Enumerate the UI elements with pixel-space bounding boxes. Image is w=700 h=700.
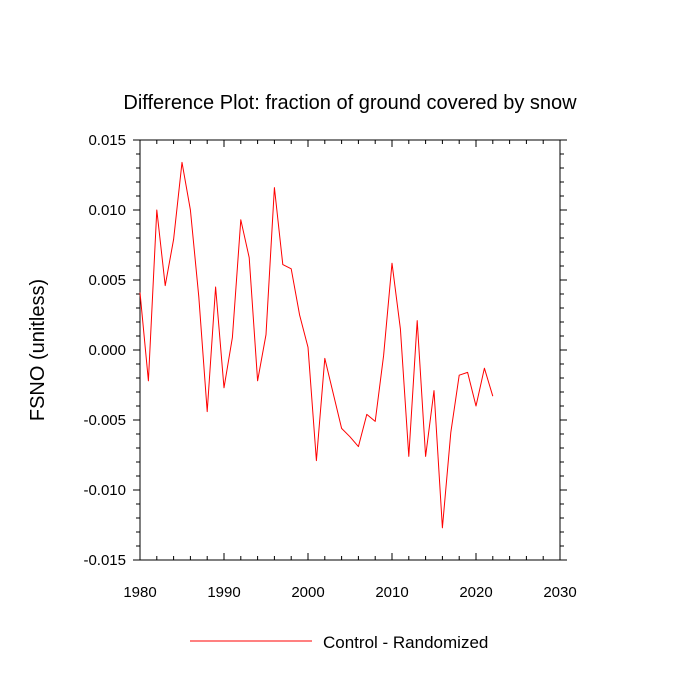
x-tick-label: 2000	[291, 584, 324, 601]
y-tick-label: -0.015	[83, 552, 126, 569]
x-tick-label: 1980	[123, 584, 156, 601]
y-axis-label: FSNO (unitless)	[27, 279, 49, 421]
y-tick-label: -0.005	[83, 412, 126, 429]
y-tick-label: -0.010	[83, 482, 126, 499]
x-tick-label: 1990	[207, 584, 240, 601]
y-tick-label: 0.015	[88, 132, 126, 149]
y-tick-label: 0.010	[88, 202, 126, 219]
x-tick-label: 2020	[459, 584, 492, 601]
chart-title: Difference Plot: fraction of ground cove…	[123, 92, 577, 114]
axis-ticks: 1980 1990 2000 2010 2020 2030 0.015 0.010 0.005 0…	[83, 132, 576, 601]
legend-label: Control - Randomized	[323, 633, 488, 652]
y-tick-label: 0.000	[88, 342, 126, 359]
x-tick-label: 2030	[543, 584, 576, 601]
x-tick-label: 2010	[375, 584, 408, 601]
legend: Control - Randomized	[190, 633, 488, 652]
series-line	[139, 161, 494, 529]
y-tick-label: 0.005	[88, 272, 126, 289]
series-lines	[139, 161, 494, 529]
